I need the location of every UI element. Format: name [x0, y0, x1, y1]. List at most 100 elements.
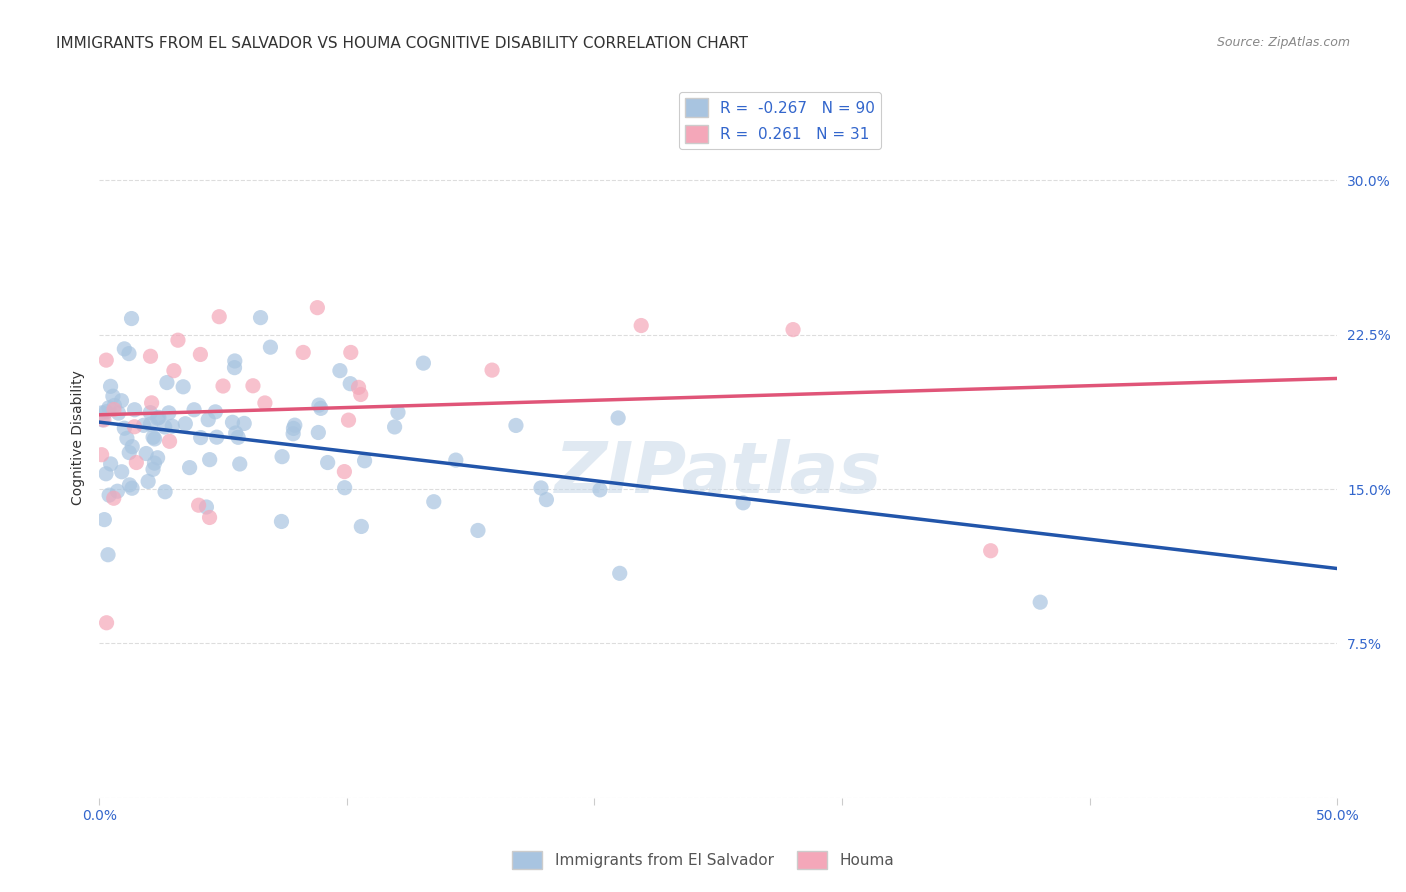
Point: [153, 484, 176, 499]
Point: [253, 396, 276, 410]
Point: [208, 310, 231, 324]
Point: [308, 398, 330, 412]
Point: [530, 481, 553, 495]
Point: [505, 418, 527, 433]
Point: [172, 380, 194, 394]
Point: [100, 457, 122, 471]
Point: [143, 456, 166, 470]
Point: [93, 513, 115, 527]
Point: [132, 418, 155, 433]
Point: [980, 543, 1002, 558]
Point: [97, 548, 120, 562]
Point: [353, 454, 375, 468]
Point: [159, 434, 181, 449]
Point: [121, 440, 143, 454]
Point: [121, 311, 143, 326]
Point: [146, 411, 169, 425]
Point: [125, 456, 148, 470]
Point: [1029, 595, 1052, 609]
Point: [148, 410, 170, 425]
Point: [782, 323, 804, 337]
Point: [156, 376, 179, 390]
Text: ZIPatlas: ZIPatlas: [554, 439, 882, 508]
Point: [121, 481, 143, 495]
Point: [384, 420, 406, 434]
Point: [607, 411, 630, 425]
Point: [97, 401, 120, 415]
Legend: R =  -0.267   N = 90, R =  0.261   N = 31: R = -0.267 N = 90, R = 0.261 N = 31: [679, 92, 882, 150]
Point: [167, 333, 190, 347]
Point: [467, 524, 489, 538]
Point: [124, 402, 146, 417]
Point: [333, 481, 356, 495]
Point: [444, 453, 467, 467]
Point: [141, 396, 163, 410]
Point: [609, 566, 631, 581]
Point: [142, 462, 165, 476]
Point: [103, 399, 125, 413]
Point: [387, 405, 409, 419]
Point: [412, 356, 434, 370]
Point: [333, 465, 356, 479]
Point: [118, 346, 141, 360]
Text: Source: ZipAtlas.com: Source: ZipAtlas.com: [1216, 36, 1350, 49]
Point: [281, 426, 304, 441]
Point: [205, 430, 228, 444]
Point: [204, 405, 226, 419]
Point: [249, 310, 271, 325]
Point: [90, 406, 112, 420]
Point: [316, 456, 339, 470]
Point: [153, 420, 176, 434]
Point: [225, 425, 247, 440]
Point: [135, 446, 157, 460]
Point: [96, 615, 118, 630]
Point: [481, 363, 503, 377]
Point: [329, 364, 352, 378]
Point: [157, 406, 180, 420]
Point: [198, 452, 221, 467]
Point: [229, 457, 252, 471]
Point: [124, 419, 146, 434]
Point: [96, 353, 118, 368]
Point: [271, 450, 294, 464]
Point: [190, 431, 212, 445]
Point: [183, 402, 205, 417]
Point: [110, 393, 132, 408]
Point: [112, 421, 135, 435]
Point: [111, 465, 134, 479]
Point: [139, 406, 162, 420]
Point: [91, 413, 114, 427]
Point: [112, 342, 135, 356]
Point: [283, 421, 305, 435]
Point: [259, 340, 281, 354]
Point: [307, 425, 329, 440]
Point: [337, 413, 360, 427]
Point: [98, 488, 121, 502]
Point: [143, 432, 166, 446]
Point: [118, 478, 141, 492]
Point: [224, 360, 246, 375]
Y-axis label: Cognitive Disability: Cognitive Disability: [72, 370, 86, 505]
Point: [139, 349, 162, 363]
Text: IMMIGRANTS FROM EL SALVADOR VS HOUMA COGNITIVE DISABILITY CORRELATION CHART: IMMIGRANTS FROM EL SALVADOR VS HOUMA COG…: [56, 36, 748, 51]
Point: [136, 475, 159, 489]
Point: [242, 378, 264, 392]
Point: [347, 380, 370, 394]
Point: [174, 417, 197, 431]
Point: [162, 419, 184, 434]
Point: [221, 415, 243, 429]
Point: [198, 510, 221, 524]
Point: [589, 483, 612, 497]
Point: [163, 364, 186, 378]
Point: [100, 379, 122, 393]
Point: [309, 401, 332, 416]
Point: [115, 431, 138, 445]
Point: [107, 484, 129, 499]
Point: [630, 318, 652, 333]
Point: [224, 354, 246, 368]
Point: [212, 379, 235, 393]
Point: [307, 301, 329, 315]
Point: [350, 387, 373, 401]
Point: [93, 413, 115, 427]
Point: [118, 445, 141, 459]
